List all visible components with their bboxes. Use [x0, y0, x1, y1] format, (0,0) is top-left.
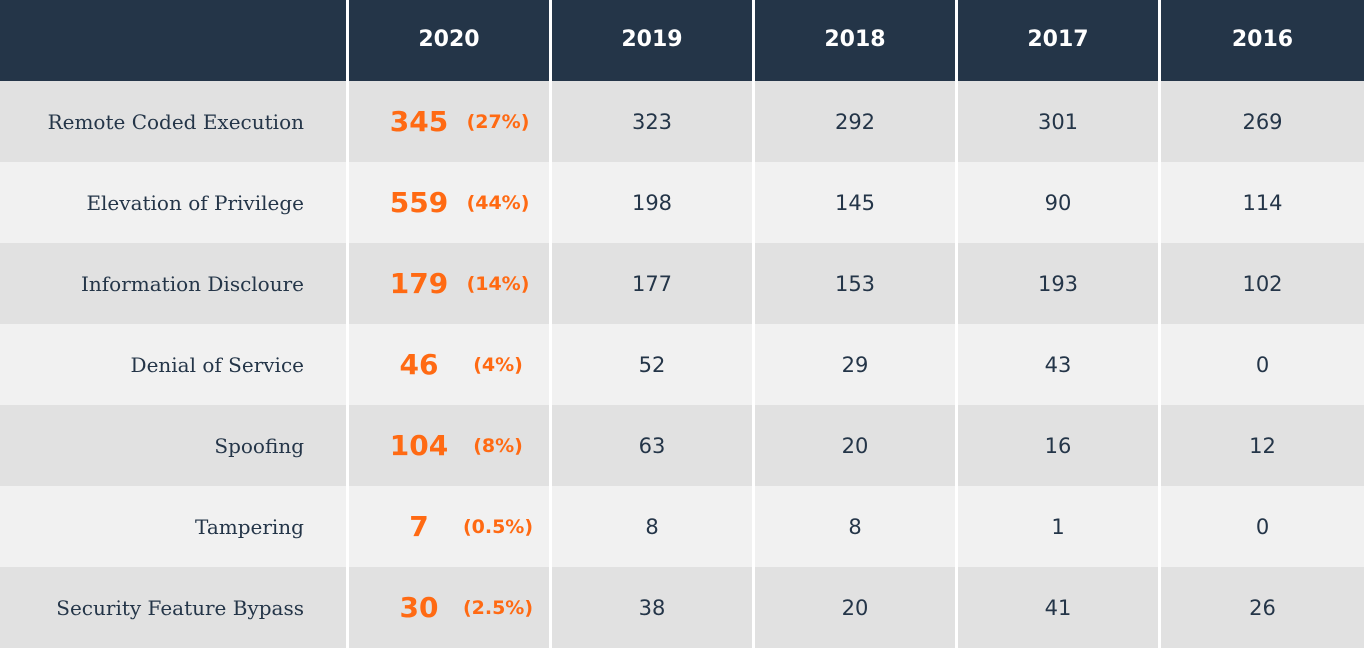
cell-2019: 52 [549, 324, 752, 405]
percent-2020: (44%) [466, 191, 530, 214]
header-corner [0, 0, 346, 81]
cell-2020: 46 (4%) [346, 324, 549, 405]
cell-2020: 179 (14%) [346, 243, 549, 324]
percent-2020: (4%) [473, 353, 523, 376]
cell-2018: 153 [752, 243, 955, 324]
row-label: Spoofing [0, 405, 346, 486]
value-2020: 559 [389, 186, 449, 219]
cell-2020: 7 (0.5%) [346, 486, 549, 567]
value-2020: 179 [389, 267, 449, 300]
cell-2020: 345 (27%) [346, 81, 549, 162]
cell-2017: 43 [955, 324, 1158, 405]
percent-2020: (2.5%) [462, 596, 534, 619]
cell-2016: 0 [1158, 324, 1364, 405]
row-label: Information Discloure [0, 243, 346, 324]
cell-2017: 301 [955, 81, 1158, 162]
value-2020: 46 [399, 348, 439, 381]
row-label: Denial of Service [0, 324, 346, 405]
cell-2016: 26 [1158, 567, 1364, 648]
row-label: Elevation of Privilege [0, 162, 346, 243]
cell-2019: 323 [549, 81, 752, 162]
percent-2020: (0.5%) [462, 515, 534, 538]
row-label: Remote Coded Execution [0, 81, 346, 162]
row-label: Tampering [0, 486, 346, 567]
cell-2017: 41 [955, 567, 1158, 648]
value-2020: 7 [409, 510, 429, 543]
value-2020: 345 [389, 105, 449, 138]
percent-2020: (8%) [473, 434, 523, 457]
cell-2018: 145 [752, 162, 955, 243]
cell-2019: 198 [549, 162, 752, 243]
cell-2020: 104 (8%) [346, 405, 549, 486]
header-2017: 2017 [955, 0, 1158, 81]
cell-2019: 63 [549, 405, 752, 486]
cell-2018: 8 [752, 486, 955, 567]
header-2016: 2016 [1158, 0, 1364, 81]
cell-2020: 30 (2.5%) [346, 567, 549, 648]
value-2020: 30 [399, 591, 439, 624]
percent-2020: (27%) [466, 110, 530, 133]
header-2019: 2019 [549, 0, 752, 81]
value-2020: 104 [389, 429, 449, 462]
cell-2016: 0 [1158, 486, 1364, 567]
cell-2016: 12 [1158, 405, 1364, 486]
percent-2020: (14%) [466, 272, 530, 295]
cell-2017: 1 [955, 486, 1158, 567]
cell-2018: 29 [752, 324, 955, 405]
cell-2016: 269 [1158, 81, 1364, 162]
header-2020: 2020 [346, 0, 549, 81]
cell-2018: 292 [752, 81, 955, 162]
cell-2017: 16 [955, 405, 1158, 486]
cell-2019: 8 [549, 486, 752, 567]
cell-2017: 193 [955, 243, 1158, 324]
cell-2017: 90 [955, 162, 1158, 243]
row-label: Security Feature Bypass [0, 567, 346, 648]
cell-2020: 559 (44%) [346, 162, 549, 243]
cell-2019: 177 [549, 243, 752, 324]
cell-2019: 38 [549, 567, 752, 648]
cell-2016: 114 [1158, 162, 1364, 243]
cell-2018: 20 [752, 567, 955, 648]
header-2018: 2018 [752, 0, 955, 81]
cell-2016: 102 [1158, 243, 1364, 324]
cell-2018: 20 [752, 405, 955, 486]
